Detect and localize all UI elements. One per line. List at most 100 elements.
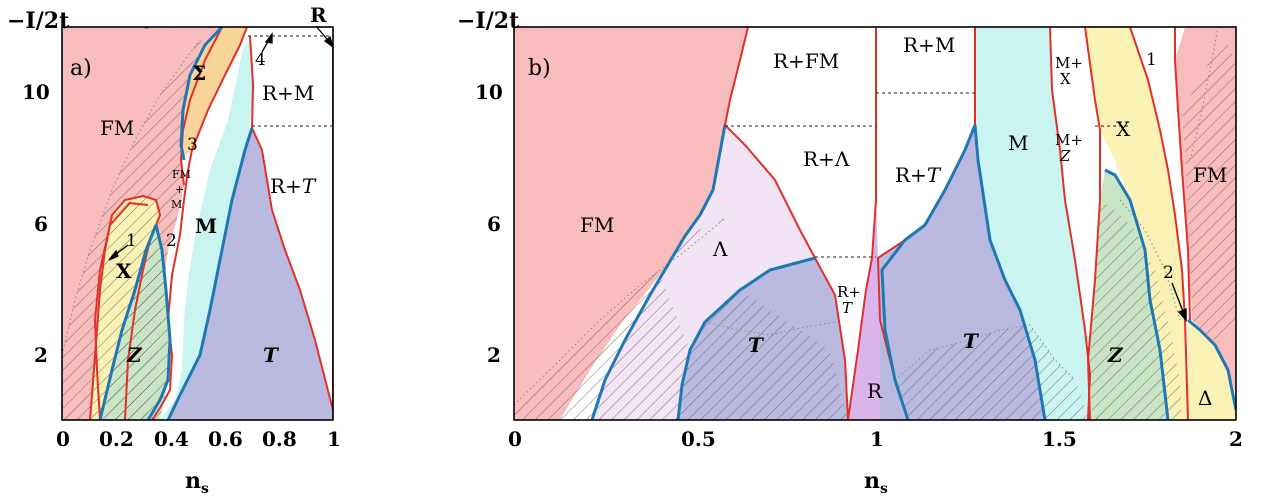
blue-boundary-b-4 <box>973 124 1047 420</box>
hatch-b-left <box>514 218 848 420</box>
region-b-FM-left <box>514 27 748 420</box>
label-b-X: X <box>1116 117 1131 141</box>
label-a-RT: R+T <box>270 174 317 198</box>
region-a-M <box>160 40 253 420</box>
label-a-T: T <box>263 343 280 367</box>
hatch-b-Z <box>1090 200 1182 420</box>
red-boundary-b-7 <box>1174 27 1191 321</box>
region-b-M <box>975 27 1090 420</box>
xtick-b-2: 2 <box>1229 427 1243 451</box>
label-b-RM: R+M <box>903 33 955 57</box>
red-boundary-a-6 <box>180 27 223 186</box>
label-b-RT: R+T <box>895 163 942 187</box>
marker-b-2: 2 <box>1163 263 1174 283</box>
ytick-a-2: 2 <box>34 343 48 367</box>
red-boundary-a-2 <box>89 195 161 420</box>
label-a-m-small: M <box>171 198 182 211</box>
ytick-b-2: 2 <box>487 343 501 367</box>
marker-a-1: 1 <box>126 231 137 251</box>
xtick-a-0.2: 0.2 <box>99 427 134 451</box>
label-a-FM: FM <box>100 116 134 140</box>
xtick-a-0: 0 <box>56 427 70 451</box>
region-b-Delta <box>1188 320 1236 420</box>
label-b-RLambda: R+Λ <box>803 147 850 171</box>
label-a-M: M <box>195 214 217 238</box>
label-b-Lambda: Λ <box>712 237 728 261</box>
arrows-a <box>108 25 335 261</box>
xlabel-b: ns <box>864 468 888 497</box>
blue-boundary-a-5 <box>146 224 172 420</box>
panel-b-x-axis: 0 0.5 1 1.5 2 ns <box>508 427 1243 497</box>
label-b-MX-top: M+ <box>1055 54 1083 72</box>
marker-a-2: 2 <box>166 231 177 251</box>
hatch-a-Z <box>105 225 170 420</box>
dotted-boundary-b-3 <box>894 324 1076 381</box>
label-b-FM-left: FM <box>580 213 614 237</box>
panel-b-frame <box>513 26 1237 421</box>
red-boundary-b-1 <box>724 27 849 420</box>
ytick-a-6: 6 <box>34 212 48 236</box>
dotted-boundary-b-2 <box>704 321 836 336</box>
blue-boundary-b-5 <box>1104 168 1170 420</box>
ytick-b-10: 10 <box>475 80 503 104</box>
label-a-X: X <box>116 259 132 283</box>
label-b-MZ-bot: Z <box>1059 147 1071 165</box>
hatch-b-FM-right <box>1182 40 1236 340</box>
label-a-Sigma: Σ <box>192 61 206 85</box>
marker-a-4: 4 <box>255 50 266 70</box>
panel-a-frame <box>61 26 334 421</box>
blue-boundary-a-4 <box>166 127 254 420</box>
label-a-Z: Z <box>126 343 143 367</box>
xtick-b-0.5: 0.5 <box>681 427 716 451</box>
red-boundary-a-5 <box>249 35 333 411</box>
label-a-R: R <box>310 3 327 27</box>
label-b-MX-bot: X <box>1060 70 1071 88</box>
blue-boundary-b-1 <box>590 124 727 420</box>
label-a-fm-small: FM <box>172 168 191 181</box>
label-b-FM-right: FM <box>1193 163 1227 187</box>
panel-a <box>62 27 333 420</box>
ytick-b-6: 6 <box>487 212 501 236</box>
region-b-R <box>848 200 908 420</box>
xtick-b-0: 0 <box>508 427 522 451</box>
region-a-Sigma <box>181 27 247 158</box>
label-b-RT-small-T: T <box>842 299 853 317</box>
panel-b-y-axis: −I/2t 10 6 2 <box>457 8 520 367</box>
ylabel-b: −I/2t <box>457 8 520 34</box>
label-a-RM: R+M <box>262 81 314 105</box>
label-b-MZ-top: M+ <box>1055 131 1083 149</box>
xtick-b-1.5: 1.5 <box>1042 427 1077 451</box>
label-b-RFM: R+FM <box>773 49 839 73</box>
label-b-T-right: T <box>963 329 980 353</box>
region-a-T <box>168 128 333 420</box>
xtick-a-1: 1 <box>327 427 341 451</box>
xtick-a-0.6: 0.6 <box>208 427 243 451</box>
ytick-a-10: 10 <box>22 80 50 104</box>
panel-b <box>514 27 1236 420</box>
xtick-a-0.8: 0.8 <box>262 427 297 451</box>
label-b-Z: Z <box>1107 343 1124 367</box>
arrows-b <box>1171 282 1187 322</box>
marker-b-1: 1 <box>1146 50 1157 70</box>
blue-boundary-b-6 <box>1187 318 1236 411</box>
red-boundary-a-3 <box>94 202 149 420</box>
red-boundary-b-5 <box>1084 27 1101 420</box>
panel-b-label: b) <box>528 56 551 81</box>
label-a-plus-small: + <box>175 183 184 196</box>
panel-a-x-axis: 0 0.2 0.4 0.6 0.8 1 ns <box>56 427 341 497</box>
blue-boundary-b-3 <box>880 124 977 420</box>
xtick-a-0.4: 0.4 <box>154 427 189 451</box>
red-boundary-a-1 <box>151 27 248 420</box>
panel-a-label: a) <box>70 56 92 81</box>
xtick-b-1: 1 <box>870 427 884 451</box>
label-b-M: M <box>1008 131 1028 155</box>
ylabel-a: −I/2t <box>7 8 70 34</box>
blue-boundary-b-2 <box>676 256 816 420</box>
label-b-T-left: T <box>748 333 765 357</box>
dotted-boundary-b-1 <box>514 217 726 406</box>
label-b-Delta: Δ <box>1198 386 1212 410</box>
marker-a-3: 3 <box>187 135 198 155</box>
panel-a-y-axis: −I/2t 10 6 2 <box>7 8 70 367</box>
xlabel-a: ns <box>185 468 209 497</box>
